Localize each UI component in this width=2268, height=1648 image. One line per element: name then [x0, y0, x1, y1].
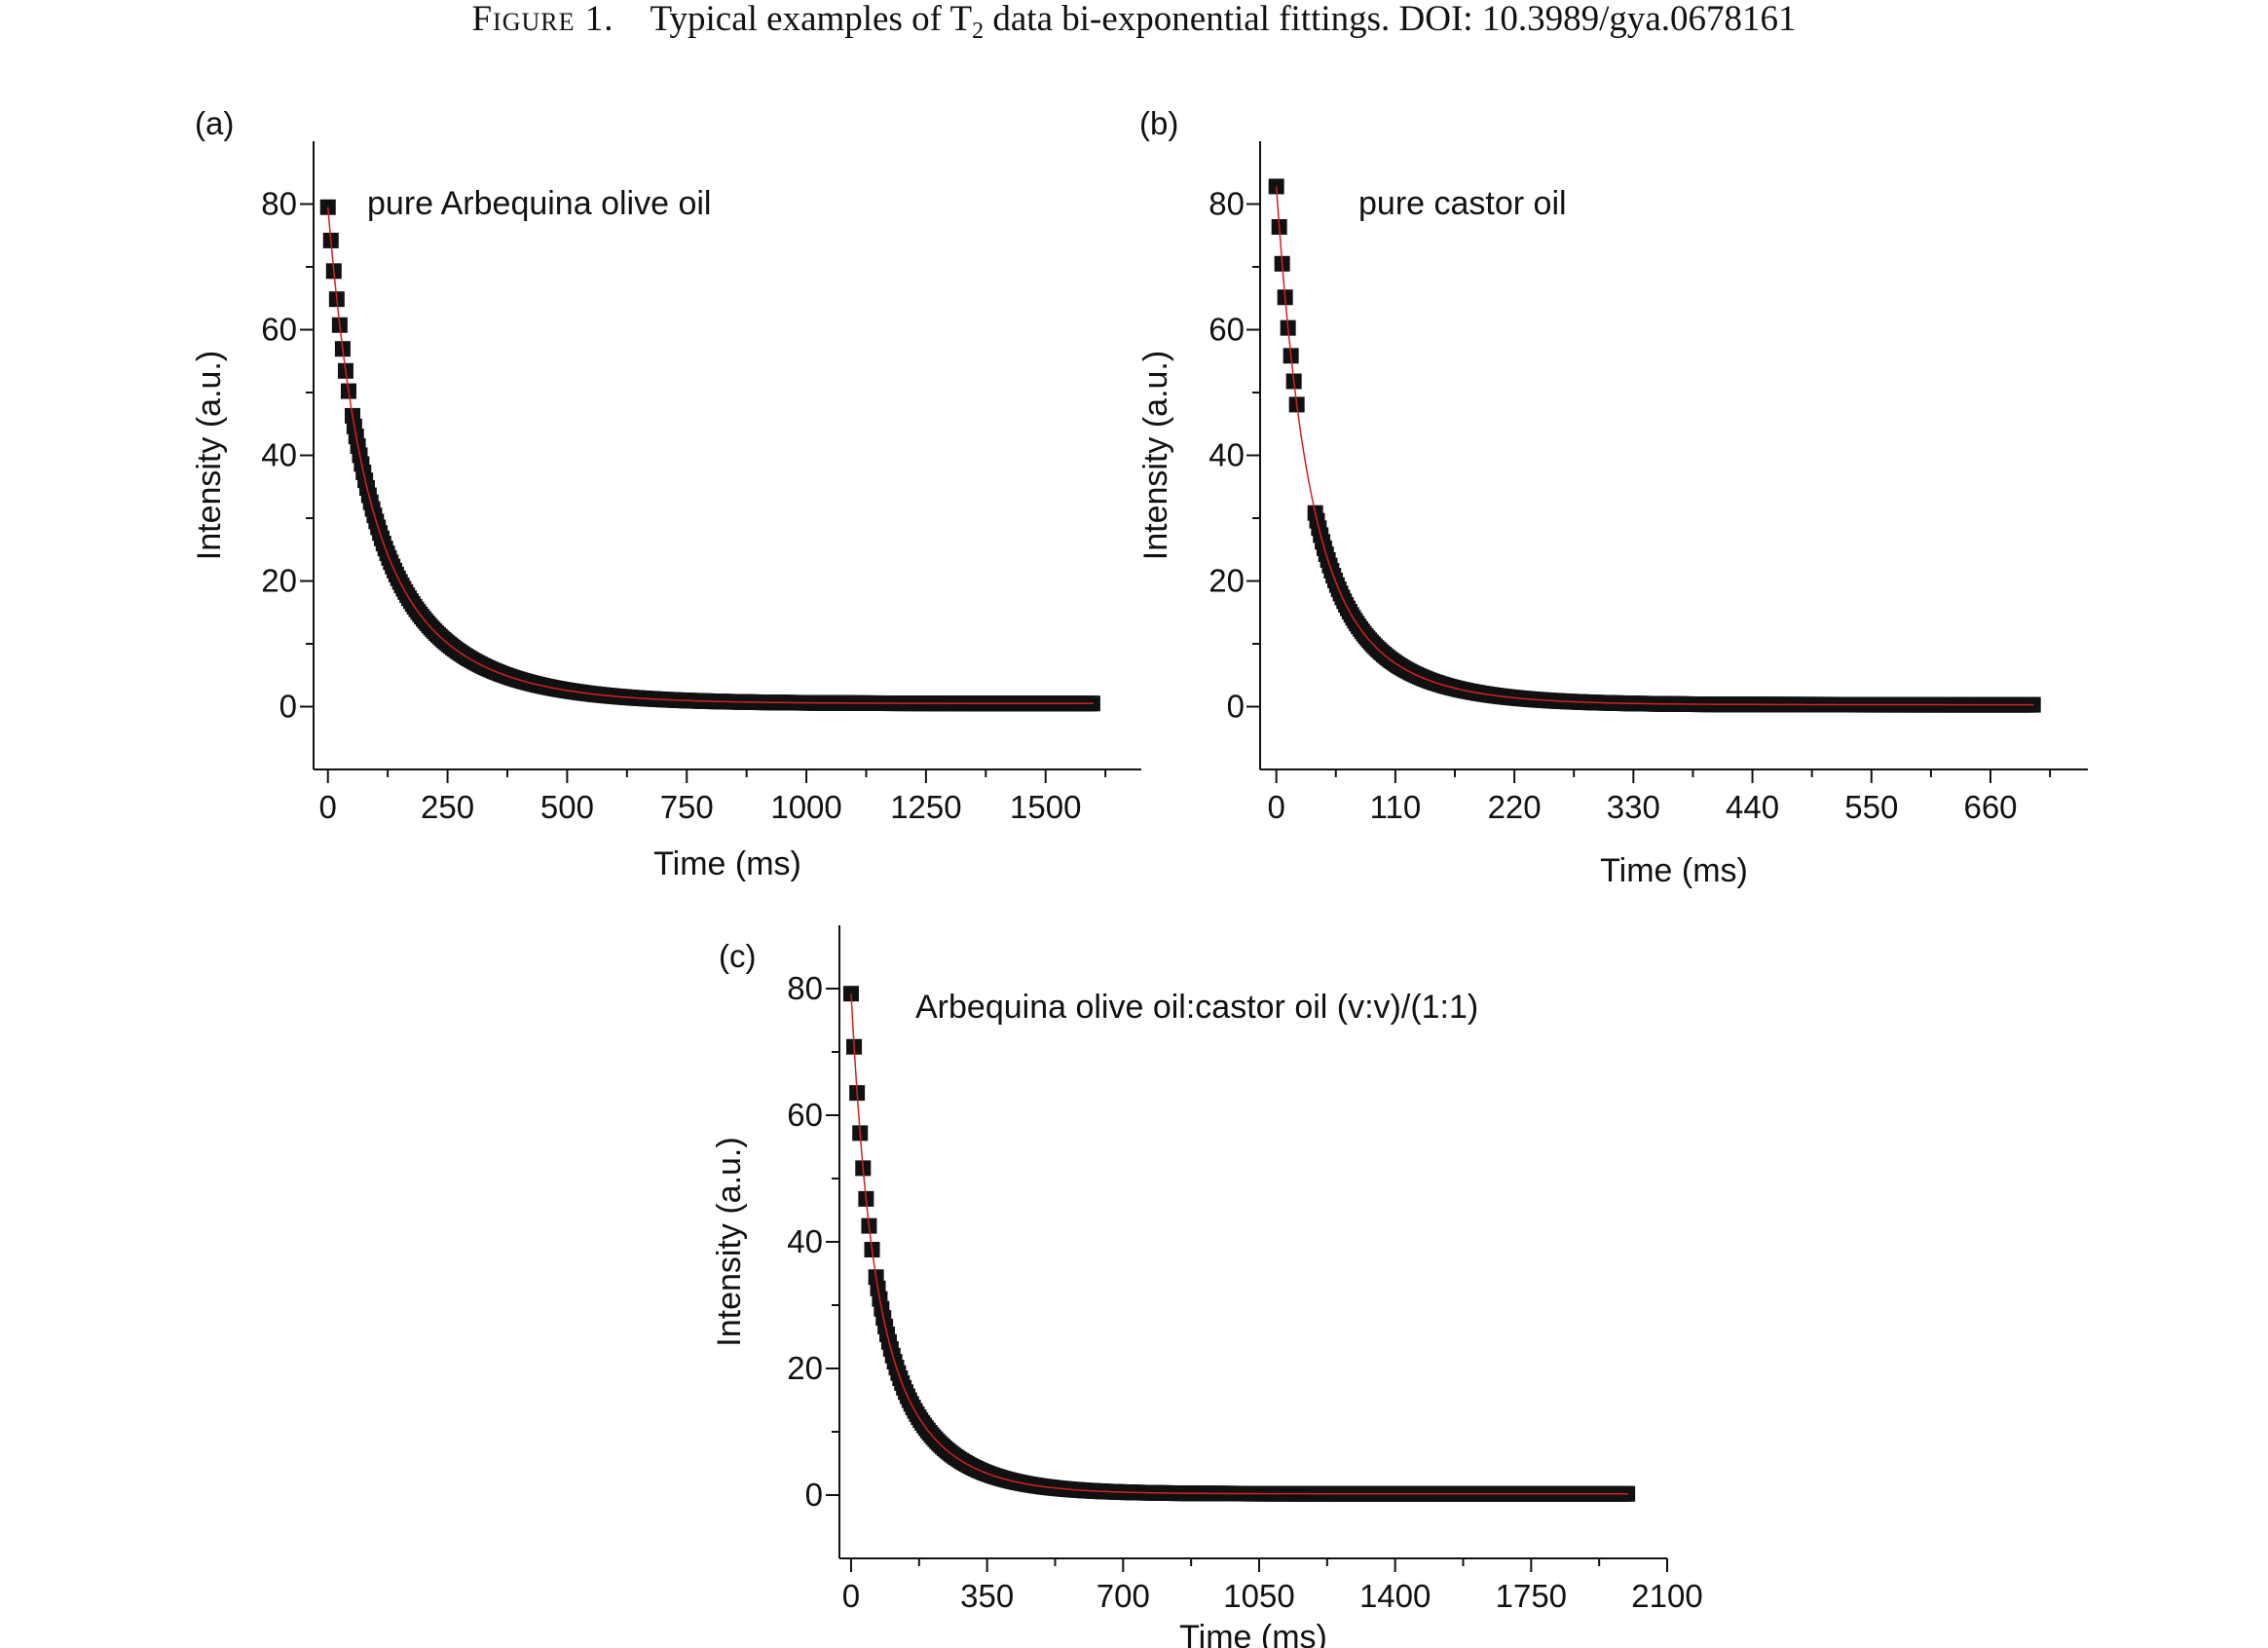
x-axis-label: Time (ms) — [1600, 852, 1748, 889]
y-tick-label: 40 — [787, 1223, 823, 1259]
y-tick-label: 80 — [1208, 186, 1245, 222]
data-point — [842, 986, 859, 1002]
x-tick-label: 110 — [1370, 789, 1422, 825]
chart-title: pure Arbequina olive oil — [367, 185, 711, 222]
x-tick-label: 330 — [1607, 789, 1660, 825]
x-tick-label: 250 — [421, 789, 474, 825]
figure-caption: Figure 1. Typical examples of T2 data bi… — [0, 0, 2268, 51]
fit-line — [1275, 186, 2034, 706]
caption-subscript: 2 — [972, 19, 985, 44]
data-points — [1268, 178, 2041, 713]
y-axis-label: Intensity (a.u.) — [191, 351, 228, 560]
chart-title: pure castor oil — [1358, 185, 1567, 222]
y-tick-label: 20 — [1208, 563, 1245, 599]
x-tick-label: 350 — [960, 1578, 1014, 1614]
y-tick-label: 0 — [1227, 689, 1245, 725]
caption-text-rest: data bi-exponential fittings. DOI: 10.39… — [984, 0, 1797, 39]
x-tick-label: 220 — [1488, 789, 1542, 825]
x-tick-label: 660 — [1963, 789, 2017, 825]
panel-label: (a) — [195, 105, 234, 141]
y-tick-label: 0 — [279, 689, 297, 725]
y-tick-label: 40 — [261, 437, 297, 473]
chart-panel-2: 0 110 220 330 440 550 660 0 20 40 60 80 Time (ms) Int… — [1137, 105, 2088, 889]
y-tick-label: 20 — [261, 563, 297, 599]
x-tick-label: 500 — [540, 789, 594, 825]
chart-panel-1: 0 250 500 750 1000 1250 1500 0 20 40 60 80 Time (ms)… — [191, 105, 1141, 882]
x-axis-label: Time (ms) — [1179, 1619, 1327, 1648]
x-tick-label: 1500 — [1010, 789, 1081, 825]
y-axis-label: Intensity (a.u.) — [711, 1137, 748, 1346]
data-points — [842, 986, 1636, 1502]
y-tick-label: 60 — [1208, 312, 1245, 348]
x-tick-label: 550 — [1844, 789, 1898, 825]
x-tick-label: 700 — [1097, 1578, 1150, 1614]
fit-line — [850, 993, 1629, 1495]
caption-text: Typical examples of T — [650, 0, 973, 39]
x-tick-label: 0 — [319, 789, 337, 825]
x-tick-label: 1400 — [1359, 1578, 1431, 1614]
figure-label: Figure 1. — [471, 0, 614, 39]
y-tick-label: 80 — [787, 970, 823, 1006]
y-tick-label: 60 — [261, 312, 297, 348]
x-tick-label: 2100 — [1631, 1578, 1702, 1614]
chart-title: Arbequina olive oil:castor oil (v:v)/(1:… — [915, 989, 1478, 1026]
y-tick-label: 60 — [787, 1097, 823, 1133]
panel-label: (b) — [1139, 105, 1178, 141]
x-tick-label: 750 — [660, 789, 714, 825]
y-tick-label: 20 — [787, 1350, 823, 1386]
chart-panel-3: 0 350 700 1050 1400 1750 2100 0 20 40 60 80 Time (ms… — [711, 925, 1703, 1648]
x-tick-label: 0 — [842, 1578, 860, 1614]
x-axis-label: Time (ms) — [653, 845, 801, 882]
x-tick-label: 1250 — [890, 789, 961, 825]
y-tick-label: 40 — [1208, 437, 1245, 473]
y-tick-label: 0 — [805, 1477, 823, 1513]
panel-label: (c) — [719, 938, 756, 974]
x-tick-label: 1050 — [1223, 1578, 1294, 1614]
x-tick-label: 1750 — [1496, 1578, 1567, 1614]
x-tick-label: 440 — [1726, 789, 1779, 825]
x-tick-label: 1000 — [770, 789, 841, 825]
y-axis-label: Intensity (a.u.) — [1137, 351, 1174, 560]
fit-line — [326, 206, 1094, 705]
y-tick-label: 80 — [261, 186, 297, 222]
x-tick-label: 0 — [1267, 789, 1284, 825]
